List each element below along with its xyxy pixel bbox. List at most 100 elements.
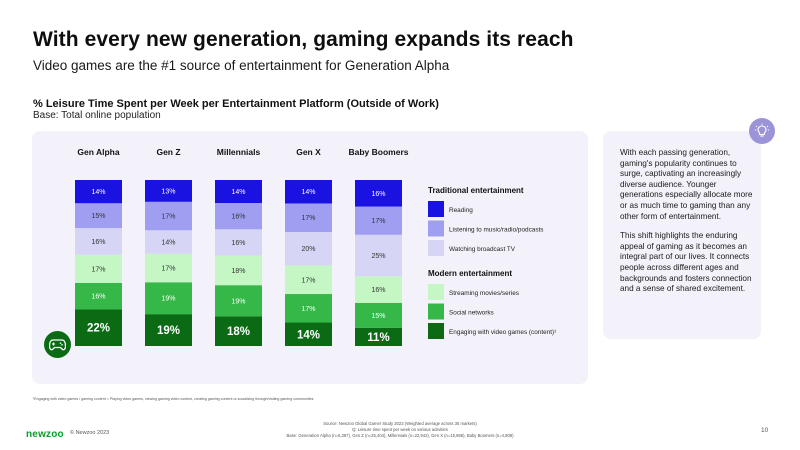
source-line-2: Q: Leisure time spent per week on variou… [352,427,448,432]
insight-paragraph-2: This shift highlights the enduring appea… [620,231,752,294]
footnote: ¹Engaging with video games / gaming cont… [33,397,314,401]
slide-title: With every new generation, gaming expand… [33,28,574,51]
bar-segment [355,327,402,346]
bar-segment [75,254,122,283]
data-label: 16% [371,287,385,294]
chart-title: % Leisure Time Spent per Week per Entert… [33,98,439,110]
bar-segment [285,265,332,295]
source-line-1: Source: Newzoo Global Gamer Study 2023 (… [323,421,477,426]
data-label: 11% [367,332,389,344]
bar-segment [145,314,192,346]
insight-panel [603,131,761,339]
data-label: 15% [91,213,105,220]
data-label: 16% [371,191,385,198]
bar-segment [145,201,192,231]
stacked-bar-chart: Gen Alpha 22% 16% 17% 16% 15% 14% Gen Z 19% 19% 17… [75,147,556,346]
bar-segment [75,282,122,310]
gamepad-badge [44,331,71,358]
legend-group-title: Modern entertainment [428,269,512,278]
data-label: 14% [91,189,105,196]
bar-segment [355,302,402,328]
data-label: 16% [231,214,245,221]
copyright: © Newzoo 2023 [70,430,110,436]
legend-item-label: Social networks [449,310,494,317]
data-label: 17% [301,306,315,313]
legend-group-title: Traditional entertainment [428,186,524,195]
slide-subtitle: Video games are the #1 source of enterta… [33,58,450,73]
bar-segment [285,294,332,323]
category-label: Baby Boomers [349,147,409,157]
legend-swatch [428,240,444,256]
brand-logo: newzoo [26,429,64,440]
data-label: 22% [87,323,110,335]
data-label: 13% [161,188,175,195]
source-note: Source: Newzoo Global Gamer Study 2023 (… [250,421,550,439]
bar-segment [215,255,262,286]
category-label: Gen Z [156,147,180,157]
data-label: 17% [91,266,105,273]
data-label: 19% [231,298,245,305]
data-label: 17% [301,277,315,284]
bar-segment [215,180,262,204]
bar-segment [215,316,262,346]
insight-text: With each passing generation, gaming's p… [620,148,758,304]
legend-item-label: Listening to music/radio/podcasts [449,227,544,234]
legend-item-label: Streaming movies/series [449,290,519,297]
data-label: 18% [231,268,245,275]
gamepad-icon [49,338,66,350]
data-label: 14% [161,240,175,247]
bar-segment [75,203,122,229]
page-number: 10 [761,427,769,434]
insight-paragraph-1: With each passing generation, gaming's p… [620,148,753,221]
chart-base: Base: Total online population [33,110,161,121]
bar-segment [145,180,192,202]
source-line-3: Base: Generation Alpha (n=5,387), Gen Z … [286,433,514,438]
bar-segment [355,234,402,277]
bar-segment [285,203,332,232]
data-label: 14% [231,189,245,196]
bar-segment [215,229,262,256]
lightbulb-icon [755,123,769,137]
legend-item-label: Engaging with video games (content)¹ [449,329,556,336]
bar-segment [355,180,402,207]
bar-segment [355,276,402,303]
data-label: 25% [371,253,385,260]
bar-segment [75,228,122,255]
category-label: Millennials [217,147,261,157]
data-label: 16% [91,239,105,246]
data-label: 17% [301,215,315,222]
bar-segment [355,206,402,235]
bar-segment [145,230,192,254]
legend-swatch [428,303,444,320]
legend-item-label: Watching broadcast TV [449,246,516,253]
data-label: 20% [301,246,315,253]
bar-segment [145,253,192,283]
data-label: 16% [91,294,105,301]
data-label: 17% [161,266,175,273]
data-label: 14% [297,329,320,341]
data-label: 15% [371,313,385,320]
lightbulb-badge [749,118,775,144]
bar-segment [285,231,332,266]
bar-segment [75,309,122,346]
legend-swatch [428,201,444,217]
data-label: 19% [157,325,180,337]
legend-swatch [428,220,444,237]
bar-segment [145,282,192,315]
data-label: 16% [231,240,245,247]
bar-segment [215,285,262,317]
category-label: Gen Alpha [77,147,119,157]
legend-item-label: Reading [449,207,473,214]
bar-segment [285,322,332,346]
data-label: 17% [161,214,175,221]
bar-segment [215,203,262,230]
bar-segment [285,180,332,204]
data-label: 17% [371,218,385,225]
data-label: 18% [227,326,250,338]
data-label: 14% [301,189,315,196]
data-label: 19% [161,296,175,303]
legend-swatch [428,284,444,300]
category-label: Gen X [296,147,321,157]
bar-segment [75,180,122,204]
legend-swatch [428,323,444,339]
